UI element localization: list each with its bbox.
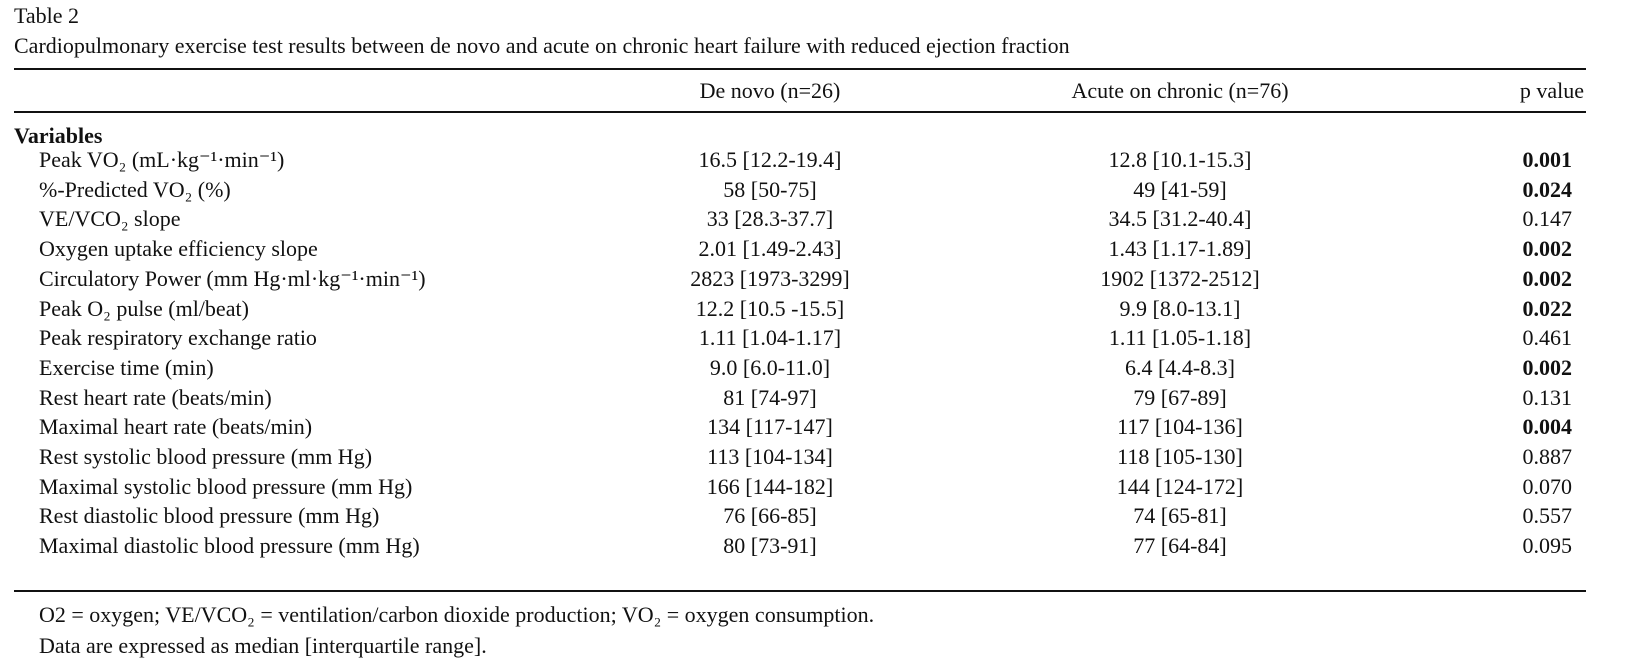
cell-de-novo: 1.11 [1.04-1.17] [698,325,842,351]
cell-acute-on-chronic: 77 [64-84] [1133,533,1227,559]
column-header-de-novo: De novo (n=26) [699,78,841,103]
row-variable-label: Rest heart rate (beats/min) [39,384,272,410]
cell-acute-on-chronic: 34.5 [31.2-40.4] [1108,206,1252,232]
cell-de-novo: 2.01 [1.49-2.43] [698,236,842,262]
table-label: Table 2 [14,3,80,28]
bottom-rule [14,590,1586,592]
cell-de-novo: 166 [144-182] [706,473,834,499]
cell-de-novo: 134 [117-147] [707,414,833,440]
table-row: VE/VCO₂ slope 33 [28.3-37.7] 34.5 [31.2-40… [0,204,1646,235]
table-row: Rest heart rate (beats/min) 81 [74-97] 79 … [0,383,1646,414]
cell-acute-on-chronic: 9.9 [8.0-13.1] [1119,295,1241,321]
cell-p-value: 0.002 [1522,236,1573,262]
cell-de-novo: 33 [28.3-37.7] [706,206,834,232]
cell-p-value: 0.024 [1522,176,1573,202]
cell-acute-on-chronic: 144 [124-172] [1116,473,1244,499]
cell-de-novo: 58 [50-75] [723,176,817,202]
row-variable-label: Maximal heart rate (beats/min) [39,414,313,440]
cell-acute-on-chronic: 79 [67-89] [1133,384,1227,410]
cell-acute-on-chronic: 1.11 [1.05-1.18] [1108,325,1252,351]
row-variable-label: Oxygen uptake efficiency slope [39,236,318,262]
cell-acute-on-chronic: 118 [105-130] [1117,444,1243,469]
row-variable-label: VE/VCO₂ slope [39,206,181,232]
table-row: Peak VO₂ (mL·kg⁻¹·min⁻¹) 16.5 [12.2-19.4]… [0,145,1646,176]
cell-acute-on-chronic: 6.4 [4.4-8.3] [1125,354,1235,380]
table-row: Exercise time (min) 9.0 [6.0-11.0] 6.4 [4.… [0,353,1646,384]
cell-p-value: 0.002 [1522,265,1573,291]
cell-de-novo: 81 [74-97] [723,384,817,410]
cell-acute-on-chronic: 117 [104-136] [1117,414,1243,440]
cell-p-value: 0.095 [1522,533,1573,559]
column-header-p-value: p value [1519,78,1584,103]
table-title: Cardiopulmonary exercise test results be… [14,33,1070,58]
row-variable-label: Peak respiratory exchange ratio [39,325,317,351]
cell-de-novo: 9.0 [6.0-11.0] [709,354,831,380]
cell-acute-on-chronic: 12.8 [10.1-15.3] [1108,147,1252,172]
row-variable-label: Maximal systolic blood pressure (mm Hg) [39,473,413,499]
table-row: %-Predicted VO₂ (%) 58 [50-75] 49 [41-59] 0… [0,175,1646,206]
cell-de-novo: 12.2 [10.5 -15.5] [695,295,845,321]
cell-de-novo: 113 [104-134] [707,444,833,469]
table-row: Rest systolic blood pressure (mm Hg) 113 … [0,442,1646,473]
cell-acute-on-chronic: 1.43 [1.17-1.89] [1108,236,1252,262]
cell-acute-on-chronic: 1902 [1372-2512] [1100,265,1260,291]
table-row: Peak O₂ pulse (ml/beat) 12.2 [10.5 -15.5]… [0,294,1646,325]
table-row: Rest diastolic blood pressure (mm Hg) 76 … [0,501,1646,532]
cell-p-value: 0.147 [1522,206,1573,232]
cell-p-value: 0.070 [1522,473,1573,499]
row-variable-label: Peak O₂ pulse (ml/beat) [39,295,249,321]
row-variable-label: Exercise time (min) [39,354,214,380]
cell-p-value: 0.461 [1522,325,1573,351]
column-header-acute-on-chronic: Acute on chronic (n=76) [1071,78,1289,103]
row-variable-label: Rest systolic blood pressure (mm Hg) [39,444,373,469]
section-title-variables: Variables [14,123,103,148]
cell-de-novo: 2823 [1973-3299] [690,265,850,291]
table-row: Circulatory Power (mm Hg·ml·kg⁻¹·min⁻¹) 2… [0,264,1646,295]
row-variable-label: Maximal diastolic blood pressure (mm Hg) [39,533,420,559]
cell-p-value: 0.001 [1522,147,1573,172]
table-row: Maximal diastolic blood pressure (mm Hg)… [0,531,1646,562]
cell-de-novo: 16.5 [12.2-19.4] [698,147,842,172]
table-row: Oxygen uptake efficiency slope 2.01 [1.49… [0,234,1646,265]
row-variable-label: %-Predicted VO₂ (%) [39,176,231,202]
cell-p-value: 0.557 [1522,503,1573,529]
row-variable-label: Rest diastolic blood pressure (mm Hg) [39,503,380,529]
footnote-abbreviations: O2 = oxygen; VE/VCO₂ = ventilation/carbo… [39,602,875,627]
footnote-data-format: Data are expressed as median [interquart… [39,633,487,658]
cell-acute-on-chronic: 49 [41-59] [1133,176,1227,202]
row-variable-label: Circulatory Power (mm Hg·ml·kg⁻¹·min⁻¹) [39,265,426,291]
cell-p-value: 0.004 [1522,414,1573,440]
cell-p-value: 0.002 [1522,354,1573,380]
table-row: Maximal systolic blood pressure (mm Hg) 1… [0,472,1646,503]
table-row: Peak respiratory exchange ratio 1.11 [1.0… [0,323,1646,354]
cell-acute-on-chronic: 74 [65-81] [1133,503,1227,529]
table-row: Maximal heart rate (beats/min) 134 [117-1… [0,412,1646,443]
cell-p-value: 0.887 [1522,444,1573,469]
row-variable-label: Peak VO₂ (mL·kg⁻¹·min⁻¹) [39,147,285,172]
cell-de-novo: 80 [73-91] [723,533,817,559]
cell-p-value: 0.131 [1522,384,1573,410]
header-rule [14,111,1586,113]
cell-de-novo: 76 [66-85] [723,503,817,529]
cell-p-value: 0.022 [1522,295,1573,321]
top-rule [14,68,1586,70]
